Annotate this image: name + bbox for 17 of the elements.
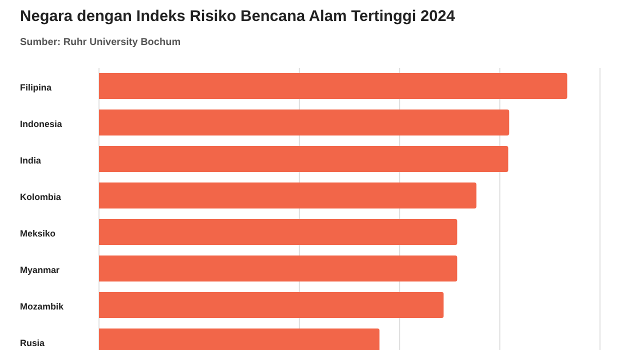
y-tick-label: Indonesia bbox=[20, 118, 63, 129]
chart-subtitle: Sumber: Ruhr University Bochum bbox=[20, 37, 181, 48]
y-tick-label: Meksiko bbox=[20, 228, 56, 238]
y-tick-label: Kolombia bbox=[20, 192, 62, 202]
bar bbox=[99, 256, 458, 282]
y-tick-label: India bbox=[20, 155, 42, 166]
y-tick-label: Filipina bbox=[20, 82, 52, 92]
chart-title: Negara dengan Indeks Risiko Bencana Alam Tertinggi 2024 bbox=[20, 8, 455, 26]
bar bbox=[99, 146, 508, 172]
y-tick-label: Myanmar bbox=[20, 264, 60, 275]
y-tick-label: Rusia bbox=[20, 338, 46, 348]
y-tick-label: Mozambik bbox=[20, 301, 64, 312]
bar bbox=[99, 219, 458, 245]
bar bbox=[99, 110, 510, 136]
bar bbox=[99, 182, 476, 208]
bar bbox=[99, 292, 444, 318]
bar bbox=[99, 73, 568, 99]
